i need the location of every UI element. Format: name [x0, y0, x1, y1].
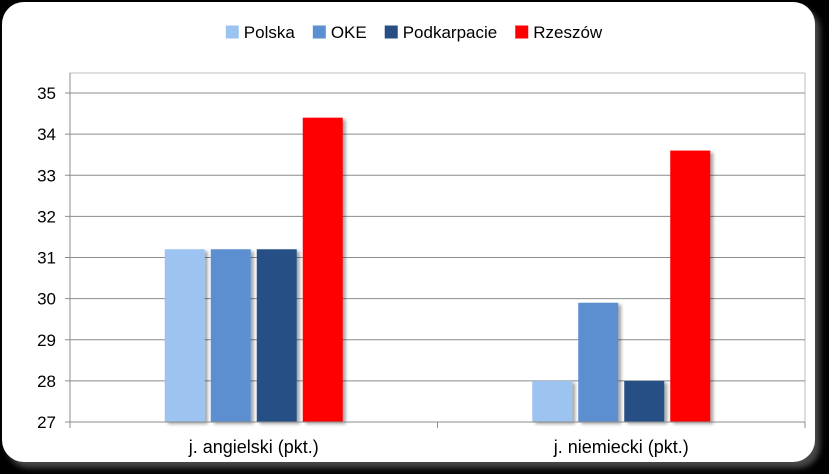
- y-tick-label: 27: [37, 413, 56, 432]
- x-category-label: j. niemiecki (pkt.): [553, 437, 689, 457]
- legend: Polska OKE Podkarpacie Rzeszów: [225, 23, 603, 42]
- y-tick-label: 31: [37, 249, 56, 268]
- bar-podkarpacie-2: [624, 380, 665, 422]
- bar-polska-1: [164, 249, 205, 422]
- legend-swatch: [515, 25, 529, 39]
- legend-swatch: [312, 25, 326, 39]
- y-tick-label: 28: [37, 372, 56, 391]
- legend-label: Podkarpacie: [403, 23, 498, 42]
- bar-rzesz-w-1: [302, 117, 343, 423]
- legend-item-polska: Polska: [225, 23, 296, 42]
- bars-group: [164, 117, 711, 423]
- legend-label: Rzeszów: [533, 23, 603, 42]
- y-tick-label: 33: [37, 166, 56, 185]
- y-tick-label: 30: [37, 290, 56, 309]
- bar-polska-2: [532, 380, 573, 422]
- y-tick-label: 35: [37, 84, 56, 103]
- legend-swatch: [384, 25, 398, 39]
- bar-oke-1: [210, 249, 251, 422]
- legend-item-oke: OKE: [312, 23, 367, 42]
- legend-swatch: [225, 25, 239, 39]
- bar-rzesz-w-2: [670, 150, 711, 422]
- bar-podkarpacie-1: [256, 249, 297, 422]
- y-tick-label: 32: [37, 207, 56, 226]
- y-tick-label: 29: [37, 331, 56, 350]
- axes: 27 28 29 30 31 32 33 34 35 j. angielski (pkt.) j. …: [37, 73, 806, 457]
- legend-item-podkarpacie: Podkarpacie: [384, 23, 498, 42]
- x-category-label: j. angielski (pkt.): [188, 437, 319, 457]
- y-tick-label: 34: [37, 125, 56, 144]
- bar-oke-2: [578, 302, 619, 422]
- legend-label: OKE: [331, 23, 367, 42]
- legend-item-rzesz-w: Rzeszów: [515, 23, 603, 42]
- legend-label: Polska: [244, 23, 296, 42]
